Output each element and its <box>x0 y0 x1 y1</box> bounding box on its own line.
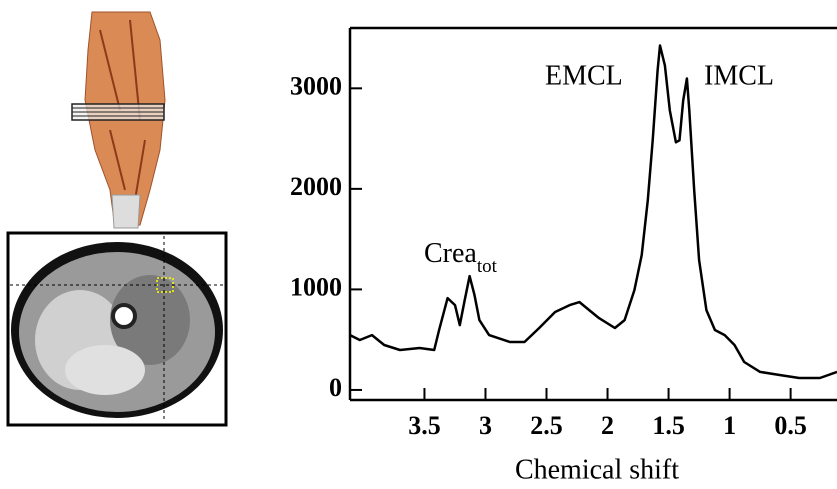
spectrum-line <box>349 44 837 380</box>
y-tick-label: 3000 <box>290 71 342 100</box>
annotation: Creatot <box>424 238 498 277</box>
x-tick-label: 1 <box>723 411 736 440</box>
y-tick-label: 1000 <box>290 272 342 301</box>
annotation: IMCL <box>704 60 774 91</box>
annotation-subscript: tot <box>477 256 498 277</box>
x-tick-label: 0.5 <box>774 411 807 440</box>
mri-image <box>6 231 228 427</box>
axes-frame <box>348 26 837 402</box>
y-tick-label: 0 <box>329 373 342 402</box>
x-tick-label: 3.5 <box>408 411 441 440</box>
x-tick-label: 3 <box>479 411 492 440</box>
annotation-text: Crea <box>424 238 477 269</box>
x-tick-label: 2 <box>601 411 614 440</box>
annotation: EMCL <box>545 60 623 91</box>
x-axis-label: Chemical shift <box>515 454 679 485</box>
y-tick-label: 2000 <box>290 172 342 201</box>
x-tick-label: 1.5 <box>652 411 685 440</box>
leg-illustration <box>71 11 166 229</box>
x-tick-label: 2.5 <box>530 411 563 440</box>
